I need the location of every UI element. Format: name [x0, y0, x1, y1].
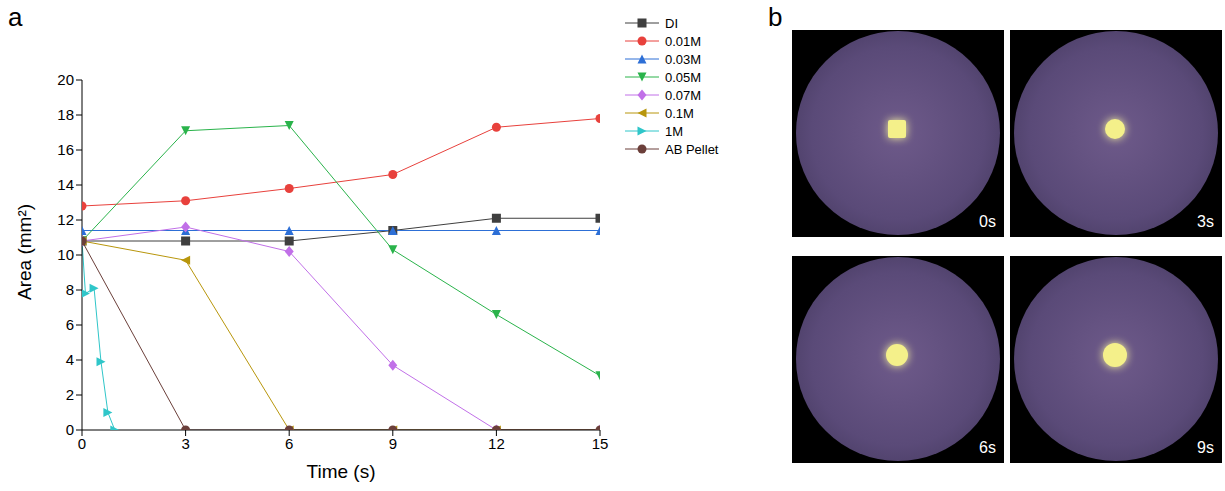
svg-text:2: 2 [66, 386, 74, 403]
svg-text:16: 16 [57, 141, 74, 158]
html-text:AB Pellet: AB Pellet [665, 141, 719, 157]
html-text:a: a [8, 2, 23, 32]
html-text:0s: 0s [979, 213, 996, 230]
html-text:1M: 1M [665, 123, 684, 139]
svg-text:10: 10 [57, 246, 74, 263]
svg-text:15: 15 [592, 435, 609, 452]
svg-text:6: 6 [66, 316, 74, 333]
html-text:3s: 3s [1197, 213, 1214, 230]
html-text:b: b [768, 2, 783, 32]
html-text:0.01M: 0.01M [665, 33, 702, 49]
html-text:0.1M: 0.1M [665, 105, 694, 121]
svg-text:3: 3 [181, 435, 189, 452]
svg-text:0: 0 [66, 421, 74, 438]
svg-text:14: 14 [57, 176, 74, 193]
html-text:0.03M: 0.03M [665, 51, 702, 67]
html-text:9s: 9s [1197, 439, 1214, 456]
svg-text:12: 12 [57, 211, 74, 228]
svg-text:0: 0 [78, 435, 86, 452]
svg-text:8: 8 [66, 281, 74, 298]
html-text:6s: 6s [979, 439, 996, 456]
svg-text:Area (mm²): Area (mm²) [14, 204, 35, 300]
svg-text:20: 20 [57, 71, 74, 88]
html-text:0.05M: 0.05M [665, 69, 702, 85]
svg-text:12: 12 [488, 435, 505, 452]
svg-text:Time (s): Time (s) [307, 461, 376, 482]
svg-text:9: 9 [389, 435, 397, 452]
html-text:0.07M: 0.07M [665, 87, 702, 103]
html-text:DI: DI [665, 15, 678, 31]
svg-text:6: 6 [285, 435, 293, 452]
svg-text:18: 18 [57, 106, 74, 123]
svg-text:4: 4 [66, 351, 74, 368]
